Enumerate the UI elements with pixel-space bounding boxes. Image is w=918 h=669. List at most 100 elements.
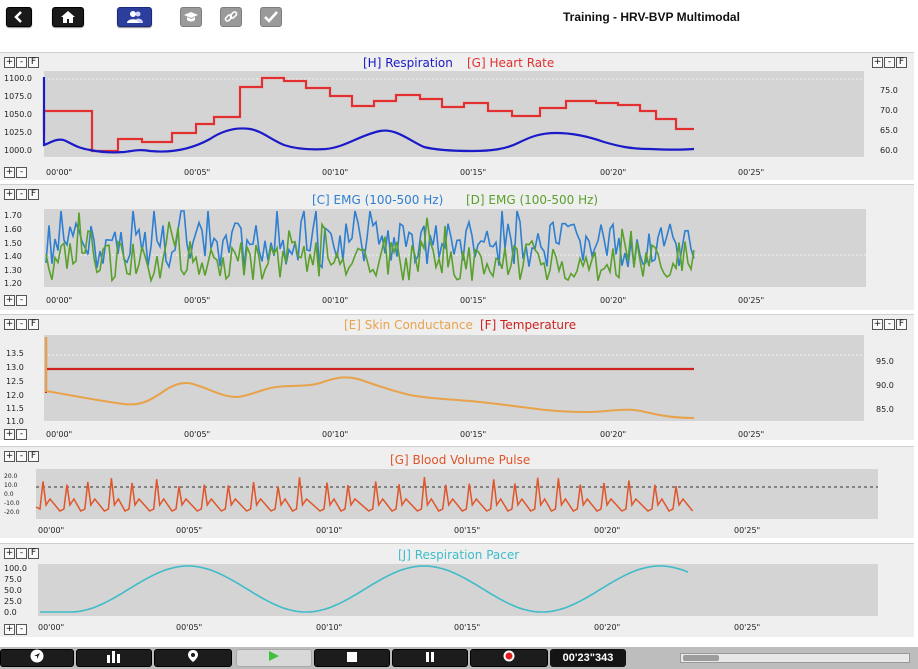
navigate-button[interactable] <box>0 649 74 667</box>
right-zoom-in-button[interactable]: + <box>872 57 883 68</box>
scale-down-button[interactable]: - <box>16 295 27 306</box>
temperature-trace <box>44 337 694 393</box>
graduation-cap-icon <box>183 11 199 23</box>
y-tick: 1050.0 <box>4 110 32 119</box>
fit-button[interactable]: F <box>28 57 39 68</box>
right-zoom-out-button[interactable]: - <box>884 57 895 68</box>
zoom-in-button[interactable]: + <box>4 319 15 330</box>
y-tick: 1100.0 <box>4 74 32 83</box>
zoom-in-button[interactable]: + <box>4 189 15 200</box>
time-tick: 00'10" <box>316 526 343 535</box>
time-tick: 00'25" <box>734 623 761 632</box>
zoom-out-button[interactable]: - <box>16 189 27 200</box>
time-tick: 00'15" <box>454 526 481 535</box>
signal-traces <box>35 477 878 512</box>
elapsed-timer: 00'23"343 <box>550 649 626 667</box>
location-button[interactable] <box>154 649 232 667</box>
link-button[interactable] <box>220 7 242 27</box>
plot-area[interactable] <box>44 335 864 421</box>
map-pin-icon <box>187 649 199 668</box>
scale-up-button[interactable]: + <box>4 429 15 440</box>
scale-down-button[interactable]: - <box>16 624 27 635</box>
play-button[interactable] <box>236 649 312 667</box>
y-tick: 50.0 <box>4 586 22 595</box>
back-button[interactable] <box>6 7 32 27</box>
y-tick: 1.60 <box>4 225 22 234</box>
play-icon <box>268 649 280 667</box>
zoom-out-button[interactable]: - <box>16 319 27 330</box>
zoom-in-button[interactable]: + <box>4 451 15 462</box>
right-fit-button[interactable]: F <box>896 319 907 330</box>
time-tick: 00'10" <box>322 168 349 177</box>
y2-tick: 75.0 <box>880 86 898 95</box>
statistics-button[interactable] <box>76 649 152 667</box>
legend-respiration: [H] Respiration <box>363 56 453 70</box>
scale-up-button[interactable]: + <box>4 624 15 635</box>
plot-area[interactable] <box>38 564 878 616</box>
y-tick: 1.50 <box>4 239 22 248</box>
plot-area[interactable] <box>44 71 864 157</box>
right-fit-button[interactable]: F <box>896 57 907 68</box>
respiration-pacer-panel: + - F [J] Respiration Pacer 100.0 75.0 5… <box>0 543 914 637</box>
y-tick: 75.0 <box>4 575 22 584</box>
y-tick: 12.0 <box>6 391 24 400</box>
time-tick: 00'05" <box>184 430 211 439</box>
time-tick: 00'20" <box>600 168 627 177</box>
time-tick: 00'25" <box>738 430 765 439</box>
signal-traces <box>42 76 864 154</box>
time-tick: 00'05" <box>184 168 211 177</box>
record-button[interactable] <box>470 649 548 667</box>
timeline-scrollbar[interactable] <box>680 653 910 663</box>
zoom-out-button[interactable]: - <box>16 57 27 68</box>
checkmark-icon <box>264 11 278 23</box>
fit-button[interactable]: F <box>28 189 39 200</box>
time-tick: 00'20" <box>594 623 621 632</box>
time-tick: 00'20" <box>600 296 627 305</box>
skin-conductance-trace <box>45 337 695 419</box>
time-tick: 00'00" <box>46 430 73 439</box>
emg-c-trace <box>45 210 695 270</box>
y-tick: 13.0 <box>6 363 24 372</box>
time-tick: 00'10" <box>322 430 349 439</box>
training-button[interactable] <box>180 7 202 27</box>
right-zoom-in-button[interactable]: + <box>872 319 883 330</box>
fit-button[interactable]: F <box>28 451 39 462</box>
time-tick: 00'15" <box>460 430 487 439</box>
legend-heart-rate: [G] Heart Rate <box>467 56 555 70</box>
scale-down-button[interactable]: - <box>16 429 27 440</box>
stop-button[interactable] <box>314 649 390 667</box>
respiration-pacer-trace <box>40 565 689 613</box>
confirm-button[interactable] <box>260 7 282 27</box>
fit-button[interactable]: F <box>28 319 39 330</box>
time-tick: 00'10" <box>322 296 349 305</box>
zoom-out-button[interactable]: - <box>16 451 27 462</box>
scale-up-button[interactable]: + <box>4 167 15 178</box>
y2-tick: 90.0 <box>876 381 894 390</box>
zoom-in-button[interactable]: + <box>4 57 15 68</box>
time-tick: 00'00" <box>46 168 73 177</box>
y-tick: -10.0 <box>4 500 20 507</box>
scrollbar-thumb[interactable] <box>683 655 719 661</box>
home-button[interactable] <box>52 7 84 27</box>
plot-area[interactable] <box>36 469 878 519</box>
y-tick: 11.5 <box>6 404 24 413</box>
legend-skin-conductance: [E] Skin Conductance <box>344 318 473 332</box>
emg-d-trace <box>45 212 695 284</box>
skin-conductance-temperature-panel: + - F + - F [E] Skin Conductance [F] Tem… <box>0 314 914 440</box>
y-tick: 25.0 <box>4 597 22 606</box>
y-tick: 12.5 <box>6 377 24 386</box>
blood-volume-pulse-trace <box>35 477 694 512</box>
pause-button[interactable] <box>392 649 468 667</box>
time-tick: 00'00" <box>38 623 65 632</box>
right-zoom-out-button[interactable]: - <box>884 319 895 330</box>
users-icon <box>126 10 143 24</box>
y2-tick: 60.0 <box>880 146 898 155</box>
fit-button[interactable]: F <box>28 548 39 559</box>
scale-up-button[interactable]: + <box>4 295 15 306</box>
y2-tick: 65.0 <box>880 126 898 135</box>
scale-down-button[interactable]: - <box>16 167 27 178</box>
zoom-out-button[interactable]: - <box>16 548 27 559</box>
zoom-in-button[interactable]: + <box>4 548 15 559</box>
y-tick: 1.40 <box>4 252 22 261</box>
users-button[interactable] <box>117 7 152 27</box>
